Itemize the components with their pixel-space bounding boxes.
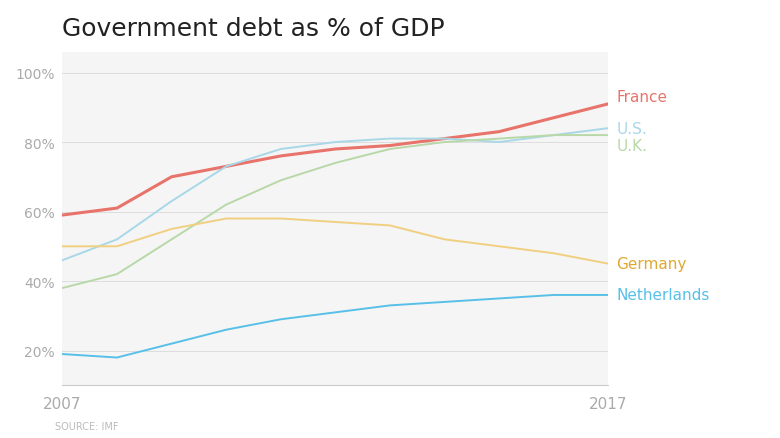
- Text: U.K.: U.K.: [616, 139, 647, 154]
- Text: SOURCE: IMF: SOURCE: IMF: [55, 421, 118, 431]
- Text: France: France: [616, 90, 668, 105]
- Text: U.S.: U.S.: [616, 121, 647, 136]
- Text: Germany: Germany: [616, 257, 687, 272]
- Text: Government debt as % of GDP: Government debt as % of GDP: [62, 17, 445, 41]
- Text: Netherlands: Netherlands: [616, 288, 710, 303]
